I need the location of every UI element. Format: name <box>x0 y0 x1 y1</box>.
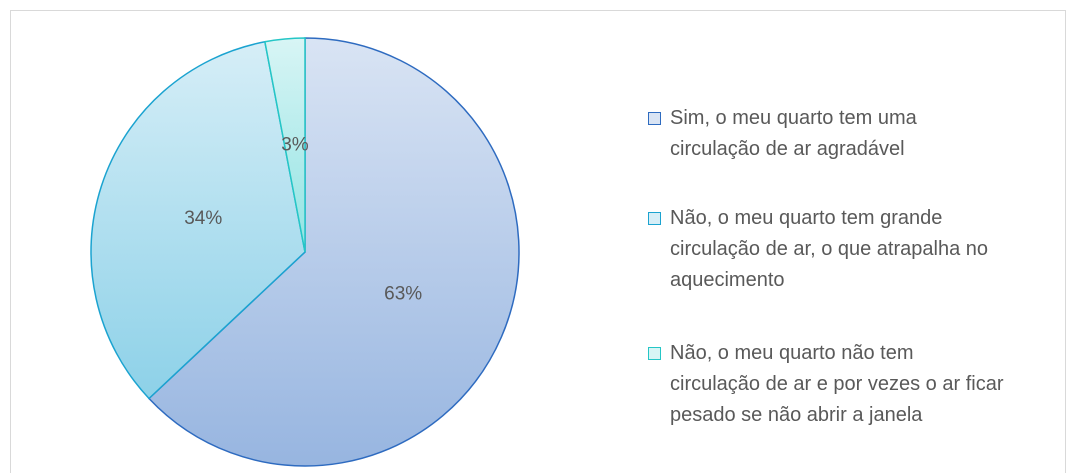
data-label: 3% <box>281 134 309 155</box>
data-label: 63% <box>384 284 422 305</box>
legend-item: Não, o meu quarto não tem circulação de … <box>648 338 1008 431</box>
legend-swatch <box>648 347 661 360</box>
pie-slice <box>264 37 306 253</box>
chart-frame <box>10 10 1066 473</box>
pie-slice <box>147 37 520 467</box>
legend-label: Não, o meu quarto não tem circulação de … <box>670 342 1004 426</box>
legend-label: Sim, o meu quarto tem uma circulação de … <box>670 107 917 160</box>
legend-item: Não, o meu quarto tem grande circulação … <box>648 203 1008 296</box>
legend-swatch <box>648 112 661 125</box>
data-label: 34% <box>184 208 222 229</box>
legend-label: Não, o meu quarto tem grande circulação … <box>670 207 988 291</box>
legend-swatch <box>648 212 661 225</box>
legend-item: Sim, o meu quarto tem uma circulação de … <box>648 103 1008 165</box>
pie-slice <box>90 40 306 400</box>
